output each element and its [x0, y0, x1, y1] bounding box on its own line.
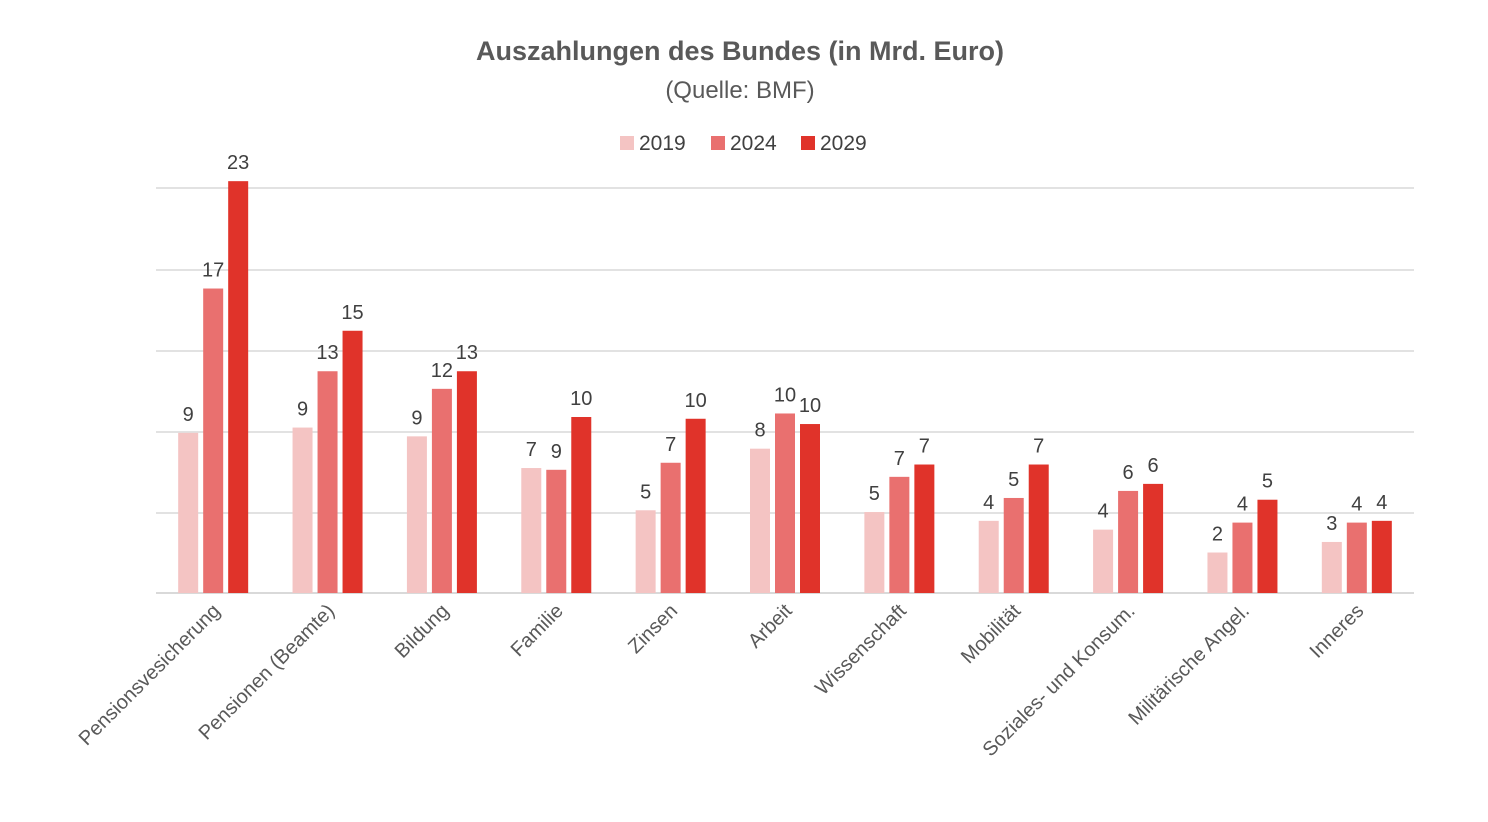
legend: 2019 2024 2029: [620, 132, 867, 155]
category-tick-label: Mobilität: [957, 600, 1026, 669]
bar: [750, 448, 770, 593]
chart-title: Auszahlungen des Bundes (in Mrd. Euro): [476, 36, 1004, 66]
category-tick-label: Arbeit: [744, 600, 797, 653]
data-label: 17: [202, 260, 224, 282]
bars: [178, 181, 1392, 593]
bar: [292, 427, 313, 593]
legend-label: 2024: [730, 132, 777, 155]
data-label: 23: [227, 152, 249, 174]
bar: [342, 330, 363, 593]
data-label: 4: [1237, 494, 1248, 516]
data-label: 4: [1376, 492, 1387, 514]
bar: [685, 418, 706, 593]
bar: [1232, 522, 1253, 593]
bar: [1207, 552, 1228, 593]
data-label: 4: [1351, 494, 1362, 516]
category-tick-label: Familie: [507, 600, 568, 661]
data-label: 7: [526, 439, 537, 461]
bar: [978, 520, 999, 593]
data-label: 10: [799, 395, 821, 417]
data-label: 13: [316, 342, 338, 364]
legend-label: 2029: [820, 132, 867, 155]
bar: [546, 469, 567, 593]
chart-subtitle: (Quelle: BMF): [665, 77, 814, 104]
data-label: 15: [341, 302, 363, 324]
bar: [406, 436, 427, 593]
data-label: 13: [456, 342, 478, 364]
category-tick-label: Inneres: [1306, 600, 1369, 663]
data-label: 9: [551, 441, 562, 463]
data-label: 10: [570, 388, 592, 410]
data-label: 3: [1326, 513, 1337, 535]
bar: [660, 462, 681, 593]
bar: [521, 468, 542, 593]
bar: [864, 512, 885, 593]
category-tick-label: Militärische Angel.: [1124, 600, 1254, 730]
data-label: 5: [1262, 471, 1273, 493]
data-label: 6: [1148, 455, 1159, 477]
bar: [775, 413, 795, 593]
bar: [1003, 497, 1024, 593]
category-tick-label: Bildung: [391, 600, 454, 663]
data-label: 2: [1212, 524, 1223, 546]
data-label: 7: [919, 436, 930, 458]
bar: [1346, 522, 1367, 593]
category-tick-label: Wissenschaft: [811, 600, 911, 700]
bar: [800, 424, 820, 593]
bar: [889, 476, 910, 593]
data-label: 10: [774, 384, 796, 406]
data-label: 5: [869, 483, 880, 505]
bar: [571, 417, 592, 593]
data-label: 12: [431, 360, 453, 382]
bar: [1093, 529, 1114, 593]
legend-swatch: [711, 136, 725, 150]
data-label: 9: [411, 407, 422, 429]
bar: [456, 371, 477, 593]
bar: [203, 288, 224, 593]
legend-swatch: [801, 136, 815, 150]
legend-swatch: [620, 136, 634, 150]
data-label: 9: [297, 399, 308, 421]
bar: [1118, 490, 1139, 593]
data-label: 7: [1033, 436, 1044, 458]
data-label: 7: [894, 448, 905, 470]
category-tick-label: Zinsen: [624, 600, 682, 658]
bar: [635, 510, 656, 593]
data-label: 5: [640, 481, 651, 503]
bar: [1257, 499, 1278, 593]
bar: [317, 371, 338, 593]
bar: [1321, 541, 1342, 593]
bar: [228, 181, 249, 593]
bar: [1143, 483, 1164, 593]
legend-label: 2019: [639, 132, 686, 155]
data-label: 4: [1098, 501, 1109, 523]
bar: [431, 388, 452, 593]
data-label: 4: [983, 492, 994, 514]
bar: [914, 464, 935, 593]
data-label: 10: [685, 390, 707, 412]
data-label: 8: [754, 420, 765, 442]
bar: [1371, 520, 1392, 593]
data-label: 7: [665, 434, 676, 456]
data-label: 5: [1008, 469, 1019, 491]
bar: [178, 432, 199, 593]
data-label: 6: [1123, 462, 1134, 484]
data-label: 9: [183, 404, 194, 426]
bar: [1028, 464, 1049, 593]
